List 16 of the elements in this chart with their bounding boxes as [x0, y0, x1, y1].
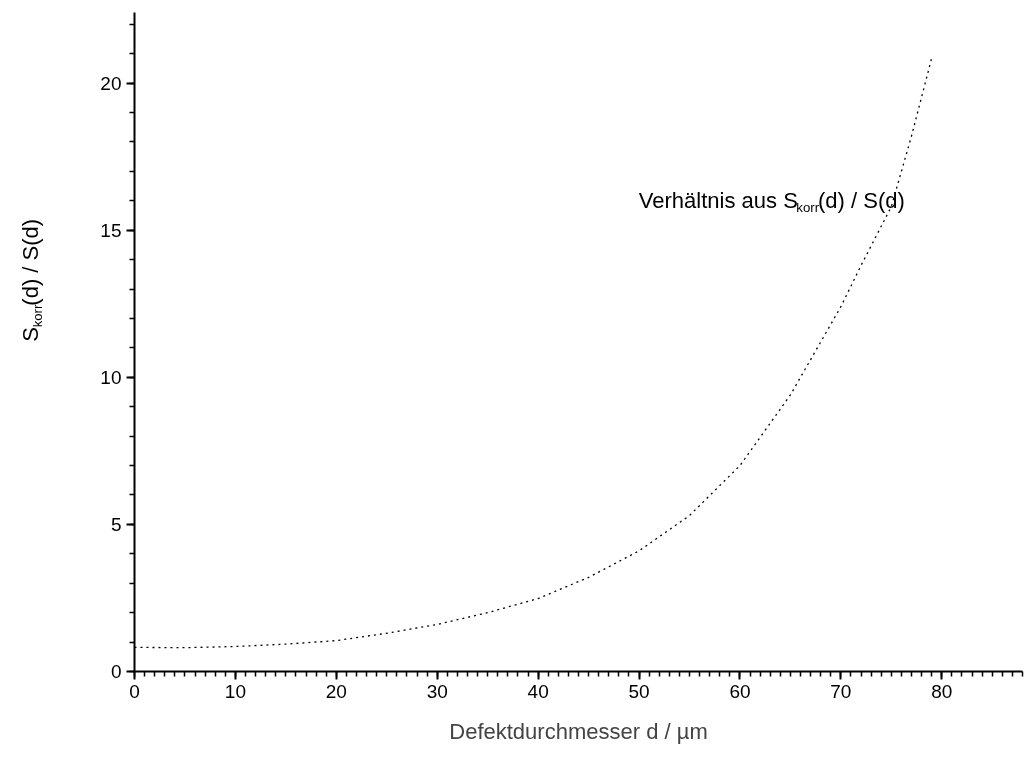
y-tick-label: 0 — [110, 661, 122, 682]
y-tick-label: 10 — [100, 366, 122, 388]
x-tick-label: 70 — [830, 680, 852, 702]
x-tick-label: 30 — [426, 680, 448, 702]
y-axis-title: Skorr(d) / S(d) — [18, 218, 45, 342]
x-tick-label: 60 — [729, 680, 751, 702]
y-tick-label: 5 — [110, 513, 122, 535]
x-tick-label: 80 — [931, 680, 953, 702]
x-tick-label: 50 — [628, 680, 650, 702]
x-tick-label: 40 — [527, 680, 549, 702]
x-axis-title: Defektdurchmesser d / µm — [449, 718, 708, 744]
x-tick-label: 10 — [224, 680, 246, 702]
x-tick-label: 20 — [325, 680, 347, 702]
y-tick-label: 20 — [100, 72, 122, 94]
x-tick-label: 0 — [129, 680, 140, 702]
y-tick-label: 15 — [100, 219, 122, 241]
